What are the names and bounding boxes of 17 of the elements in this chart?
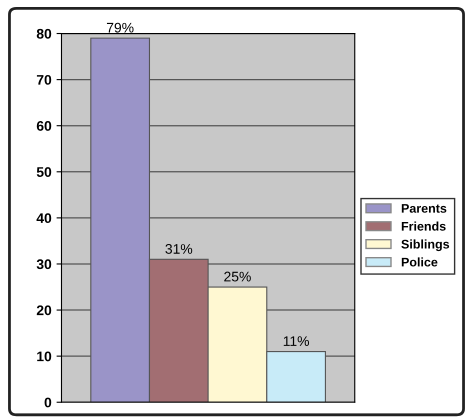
data-label: 11% xyxy=(284,336,309,346)
data-label: 31% xyxy=(165,244,192,254)
y-tick-label: 50 xyxy=(36,167,52,177)
y-tick-label: 80 xyxy=(36,28,52,39)
y-tick-label: 60 xyxy=(36,121,52,131)
data-label: 79% xyxy=(106,22,134,33)
legend-label: Friends xyxy=(402,222,446,231)
y-tick-label: 40 xyxy=(36,213,52,224)
y-tick-label: 0 xyxy=(44,398,52,408)
data-label: 25% xyxy=(224,272,251,282)
y-tick-label: 70 xyxy=(36,74,52,85)
y-tick-label: 30 xyxy=(36,259,52,270)
y-tick-label: 20 xyxy=(36,305,52,316)
legend-label: Police xyxy=(402,257,438,267)
legend-label: Siblings xyxy=(401,239,450,252)
legend-label: Parents xyxy=(402,204,446,213)
y-tick-label: 10 xyxy=(37,351,52,362)
